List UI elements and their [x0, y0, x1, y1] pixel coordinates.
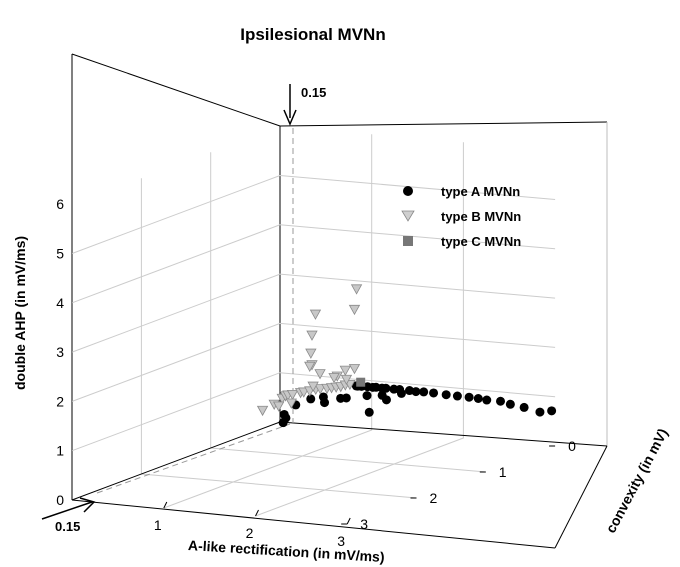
x-axis-line [71, 499, 556, 549]
z-tick-label: 0 [568, 438, 576, 454]
grid-line [255, 142, 464, 517]
type-a-point [496, 396, 506, 406]
z-axis-title: convexity (in mV) [602, 426, 671, 536]
x-tick-mark [163, 501, 168, 509]
chart-title: Ipsilesional MVNn [240, 25, 385, 44]
back-wall-top-edge [279, 121, 608, 127]
annotation-label: 0.15 [55, 519, 80, 534]
type-c-point [356, 377, 366, 387]
type-b-point [314, 384, 326, 395]
type-a-point [336, 393, 346, 403]
annotation-convexity-threshold: 0.15 [283, 84, 326, 126]
legend-marker-type-c [403, 236, 413, 246]
legend: type A MVNn type B MVNn type C MVNn [401, 184, 521, 249]
type-a-point [452, 391, 462, 401]
x-tick-labels: 1 2 3 [154, 501, 351, 549]
x-axis-title: A-like rectification (in mV/ms) [188, 537, 385, 565]
type-a-point [473, 394, 483, 404]
type-a-point [364, 407, 374, 417]
data-points [256, 284, 557, 428]
type-b-point [256, 405, 269, 417]
x-tick-label: 2 [246, 525, 254, 541]
annotation-label: 0.15 [301, 85, 326, 100]
type-a-point [362, 391, 372, 401]
y-tick-label: 6 [56, 196, 64, 212]
y-tick-label: 0 [56, 492, 64, 508]
z-tick-label: 1 [499, 464, 507, 480]
y-tick-label: 4 [56, 295, 64, 311]
type-a-point [429, 388, 439, 398]
type-b-point [339, 365, 351, 376]
x-tick-mark [255, 509, 259, 517]
type-a-point [547, 406, 557, 416]
z-tick-label: 2 [430, 490, 438, 506]
type-a-point [482, 395, 492, 405]
floor [71, 421, 608, 549]
type-b-point [309, 309, 322, 320]
type-a-point [381, 383, 391, 393]
type-a-point [396, 388, 406, 398]
grid-line [210, 152, 486, 473]
arrowhead-icon [283, 109, 297, 126]
y-tick-label: 5 [56, 246, 64, 262]
annotation-rectification-threshold: 0.15 [41, 497, 96, 534]
floor-left-edge [71, 421, 281, 501]
legend-label-type-a: type A MVNn [441, 184, 520, 199]
type-b-point [272, 401, 285, 412]
type-a-point [505, 399, 515, 409]
legend-label-type-c: type C MVNn [441, 234, 521, 249]
type-a-point [320, 398, 330, 408]
type-a-point [306, 394, 316, 404]
diagonal-arrow-icon [41, 501, 93, 520]
type-b-point [328, 373, 340, 384]
type-a-point [441, 390, 451, 400]
type-a-point [464, 392, 474, 402]
type-b-point [305, 348, 317, 359]
legend-label-type-b: type B MVNn [441, 209, 521, 224]
z-tick-label: 3 [360, 516, 368, 532]
type-b-point [286, 389, 299, 401]
type-b-point [307, 381, 319, 392]
left-wall-top-edge [71, 53, 281, 127]
grid-line [140, 178, 417, 499]
type-b-point [350, 284, 363, 295]
x-tick-label: 3 [337, 533, 345, 549]
arrowhead-icon [79, 497, 96, 513]
rectification-threshold-line [96, 423, 291, 494]
z-tick-labels: 0 1 2 3 [341, 438, 576, 532]
type-b-point [314, 369, 326, 380]
x-tick-mark [346, 517, 351, 525]
type-b-point [285, 398, 297, 409]
x-tick-label: 1 [154, 517, 162, 533]
type-b-point [348, 364, 361, 375]
reference-lines [96, 128, 294, 494]
y-tick-label: 1 [56, 443, 64, 459]
type-b-point [348, 304, 361, 316]
y-axis-title: double AHP (in mV/ms) [12, 236, 28, 390]
type-b-point [340, 374, 353, 386]
type-b-point [306, 330, 318, 341]
z-axis-line [554, 445, 608, 549]
type-a-point [535, 407, 545, 417]
type-a-point [419, 387, 429, 397]
y-tick-labels: 0 1 2 3 4 5 6 [56, 196, 64, 508]
type-a-point [381, 395, 391, 405]
legend-marker-type-a [403, 186, 413, 196]
type-a-point [519, 402, 529, 412]
grid-line [163, 134, 373, 509]
y-tick-label: 3 [56, 344, 64, 360]
type-b-point [304, 361, 316, 372]
y-tick-label: 2 [56, 393, 64, 409]
floor-back-edge [279, 421, 608, 447]
type-a-point [411, 387, 421, 397]
left-wall [71, 53, 281, 500]
legend-marker-type-b [401, 210, 415, 222]
type-a-point [278, 418, 288, 428]
